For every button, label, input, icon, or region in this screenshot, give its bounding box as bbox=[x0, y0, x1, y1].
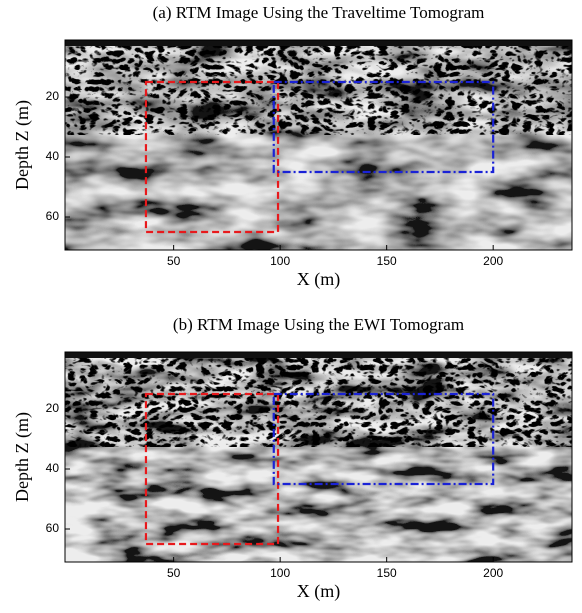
y-tick-label: 60 bbox=[46, 521, 60, 535]
x-tick-label: 150 bbox=[377, 566, 397, 580]
x-tick-label: 150 bbox=[377, 254, 397, 268]
plot-frame bbox=[64, 351, 573, 563]
y-tick-label: 20 bbox=[46, 401, 60, 415]
chart-title: (b) RTM Image Using the EWI Tomogram bbox=[173, 315, 464, 334]
highlight-box bbox=[144, 392, 280, 546]
highlight-box bbox=[272, 392, 495, 486]
plot-frame bbox=[64, 39, 573, 251]
y-axis-label: Depth Z (m) bbox=[12, 412, 33, 502]
x-tick-label: 100 bbox=[270, 566, 290, 580]
image-top-strip bbox=[65, 40, 572, 46]
x-tick-label: 200 bbox=[483, 566, 503, 580]
x-tick-label: 200 bbox=[483, 254, 503, 268]
y-tick-label: 20 bbox=[46, 89, 60, 103]
x-axis-label: X (m) bbox=[297, 269, 341, 290]
x-tick-label: 100 bbox=[270, 254, 290, 268]
image-bands bbox=[65, 40, 572, 135]
x-tick-label: 50 bbox=[167, 254, 181, 268]
y-axis-label: Depth Z (m) bbox=[12, 100, 33, 190]
y-tick-label: 40 bbox=[46, 461, 60, 475]
y-tick-label: 40 bbox=[46, 149, 60, 163]
highlight-box bbox=[272, 80, 495, 174]
highlight-box bbox=[144, 80, 280, 234]
y-tick-label: 60 bbox=[46, 209, 60, 223]
chart-title: (a) RTM Image Using the Traveltime Tomog… bbox=[153, 3, 485, 22]
x-tick-label: 50 bbox=[167, 566, 181, 580]
image-bands bbox=[65, 352, 572, 447]
x-axis-label: X (m) bbox=[297, 581, 341, 602]
image-top-strip bbox=[65, 352, 572, 358]
